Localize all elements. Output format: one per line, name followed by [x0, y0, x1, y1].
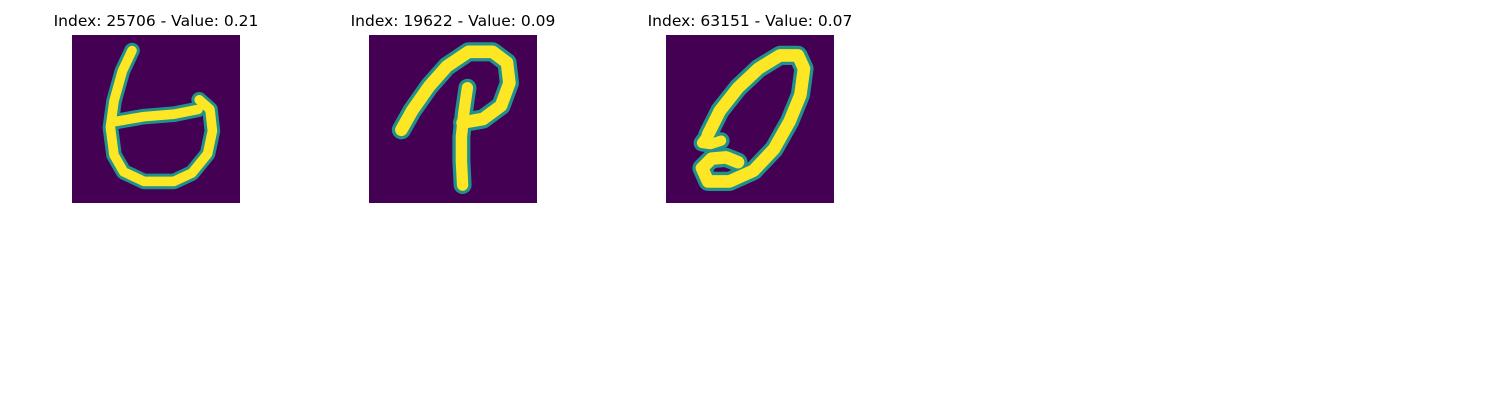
- digit-image: [369, 35, 537, 203]
- digit-image: [666, 35, 834, 203]
- digit-image-canvas: [72, 35, 240, 203]
- panel-title: Index: 25706 - Value: 0.21: [53, 12, 259, 30]
- panel-title: Index: 19622 - Value: 0.09: [350, 12, 556, 30]
- digit-image: [72, 35, 240, 203]
- panel-2: Index: 19622 - Value: 0.09: [303, 0, 603, 210]
- digit-image-canvas: [666, 35, 834, 203]
- panel-1: Index: 25706 - Value: 0.21: [6, 0, 306, 210]
- digit-image-canvas: [369, 35, 537, 203]
- panel-title: Index: 63151 - Value: 0.07: [647, 12, 853, 30]
- panel-3: Index: 63151 - Value: 0.07: [600, 0, 900, 210]
